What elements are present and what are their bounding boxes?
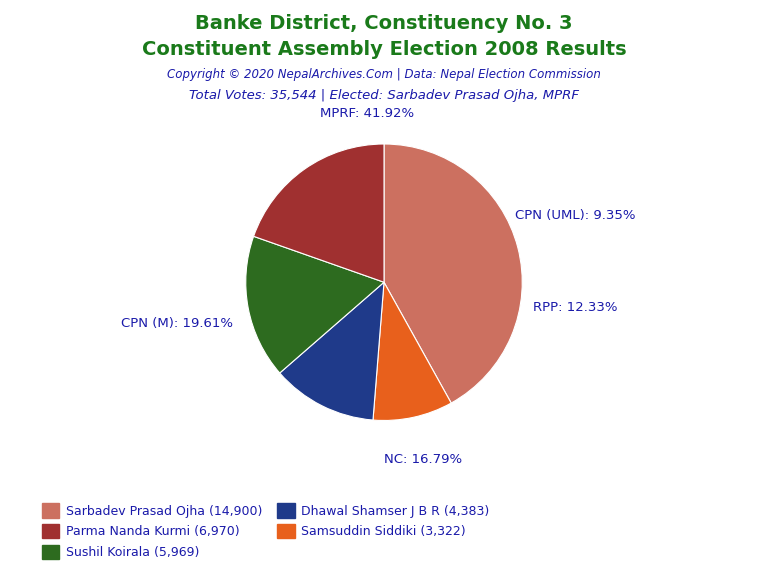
Text: Constituent Assembly Election 2008 Results: Constituent Assembly Election 2008 Resul… [141,40,627,59]
Text: Copyright © 2020 NepalArchives.Com | Data: Nepal Election Commission: Copyright © 2020 NepalArchives.Com | Dat… [167,68,601,81]
Text: MPRF: 41.92%: MPRF: 41.92% [320,107,415,120]
Text: CPN (UML): 9.35%: CPN (UML): 9.35% [515,210,635,222]
Text: NC: 16.79%: NC: 16.79% [384,453,462,465]
Wedge shape [373,282,452,420]
Wedge shape [280,282,384,420]
Text: Banke District, Constituency No. 3: Banke District, Constituency No. 3 [195,14,573,33]
Wedge shape [246,236,384,373]
Wedge shape [384,144,522,403]
Legend: Sarbadev Prasad Ojha (14,900), Parma Nanda Kurmi (6,970), Sushil Koirala (5,969): Sarbadev Prasad Ojha (14,900), Parma Nan… [37,498,494,564]
Text: Total Votes: 35,544 | Elected: Sarbadev Prasad Ojha, MPRF: Total Votes: 35,544 | Elected: Sarbadev … [189,89,579,103]
Text: CPN (M): 19.61%: CPN (M): 19.61% [121,317,233,330]
Text: RPP: 12.33%: RPP: 12.33% [532,301,617,313]
Wedge shape [253,144,384,282]
